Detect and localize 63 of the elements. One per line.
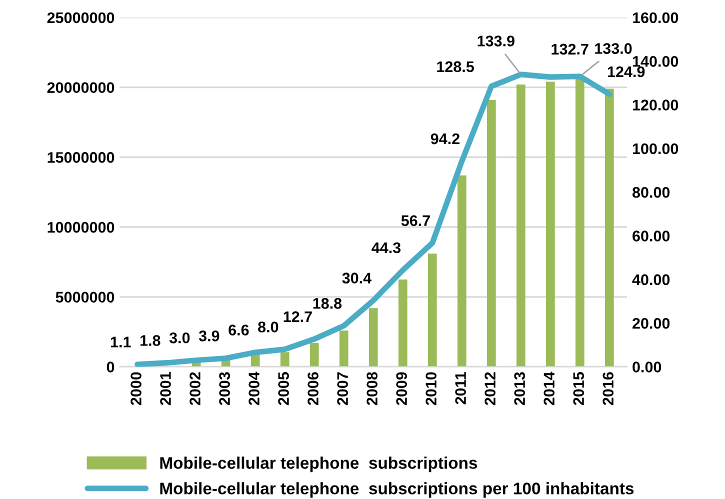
y-tick-label: 15000000 [48, 152, 114, 163]
x-tick-label: 2006 [308, 372, 318, 406]
bar [546, 82, 555, 367]
x-tick-label: 2004 [248, 372, 260, 406]
x-tick-label: 2011 [455, 372, 466, 404]
data-label: 124.9 [608, 66, 645, 78]
data-label: 56.7 [401, 215, 430, 226]
x-tick-label: 2005 [278, 372, 289, 406]
y2-tick-label: 0.00 [632, 362, 662, 372]
data-label: 8.0 [258, 322, 278, 332]
bar [604, 88, 614, 367]
y2-tick-label: 20.00 [632, 318, 670, 329]
bar [428, 254, 437, 367]
bar [457, 175, 466, 367]
bar [575, 78, 584, 367]
x-tick-label: 2002 [190, 372, 200, 406]
y-tick-label: 20000000 [47, 82, 114, 94]
x-tick-label: 2014 [544, 372, 555, 406]
x-tick-label: 2015 [573, 372, 584, 406]
x-tick-label: 2001 [160, 372, 171, 406]
legend-label: Mobile-cellular telephone subscriptions [160, 456, 478, 472]
data-label: 1.8 [140, 335, 160, 346]
data-label: 3.9 [198, 330, 220, 342]
x-tick-label: 2000 [130, 372, 142, 406]
bar [339, 330, 348, 367]
x-tick-label: 2013 [514, 372, 526, 406]
bar [486, 100, 496, 367]
data-label: 128.5 [437, 61, 474, 72]
y2-tick-label: 100.00 [632, 143, 678, 154]
bar [280, 352, 290, 367]
y-tick-label: 10000000 [48, 222, 114, 233]
data-label: 18.8 [313, 298, 342, 309]
data-label: 30.4 [342, 272, 372, 284]
x-tick-label: 2003 [219, 372, 230, 406]
y-tick-label: 0 [106, 362, 114, 372]
legend-label: Mobile-cellular telephone subscriptions per 100 inhabitants [160, 482, 634, 498]
y2-tick-label: 140.00 [632, 56, 678, 67]
bar [310, 343, 319, 367]
bar [368, 308, 378, 367]
data-label: 12.7 [284, 311, 312, 322]
x-tick-label: 2010 [426, 372, 436, 406]
x-tick-label: 2016 [602, 372, 614, 406]
data-label: 44.3 [372, 242, 401, 254]
data-label: 132.7 [552, 44, 588, 55]
y2-tick-label: 60.00 [632, 230, 670, 242]
y2-tick-label: 120.00 [632, 100, 678, 110]
data-label: 6.6 [228, 324, 249, 336]
y2-tick-label: 80.00 [632, 186, 670, 198]
data-label: 1.1 [111, 336, 131, 348]
x-tick-label: 2007 [337, 372, 348, 406]
data-label: 133.0 [595, 43, 632, 54]
data-label: 94.2 [430, 133, 460, 144]
y2-tick-label: 160.00 [632, 12, 678, 24]
data-label: 3.0 [169, 332, 190, 344]
x-tick-label: 2009 [396, 372, 407, 406]
bar [516, 84, 526, 367]
y2-tick-label: 40.00 [632, 274, 670, 286]
y-tick-label: 5000000 [56, 292, 114, 303]
data-label: 133.9 [478, 36, 514, 46]
y-tick-label: 25000000 [47, 12, 114, 24]
x-tick-label: 2012 [484, 372, 496, 406]
bar [398, 279, 408, 367]
x-tick-label: 2008 [366, 372, 378, 406]
